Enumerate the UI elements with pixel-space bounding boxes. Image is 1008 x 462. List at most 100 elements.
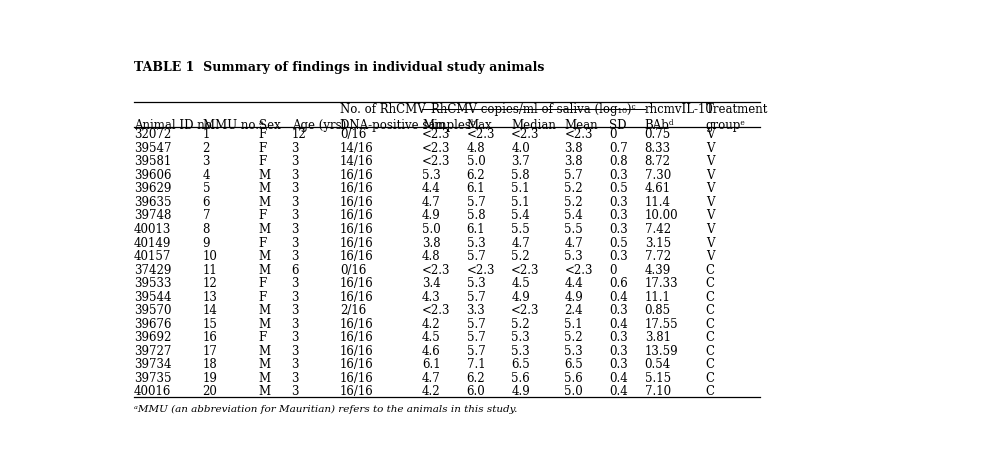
Text: 16/16: 16/16	[340, 372, 374, 385]
Text: 7.42: 7.42	[645, 223, 671, 236]
Text: 0.3: 0.3	[609, 196, 628, 209]
Text: 16/16: 16/16	[340, 277, 374, 290]
Text: BAbᵈ: BAbᵈ	[645, 120, 674, 133]
Text: C: C	[706, 317, 715, 331]
Text: 5.7: 5.7	[467, 317, 486, 331]
Text: 3: 3	[291, 385, 299, 398]
Text: 4.2: 4.2	[422, 385, 440, 398]
Text: groupᵉ: groupᵉ	[706, 120, 746, 133]
Text: 4.7: 4.7	[511, 237, 530, 249]
Text: 39570: 39570	[134, 304, 171, 317]
Text: 0.4: 0.4	[609, 385, 628, 398]
Text: 0.3: 0.3	[609, 345, 628, 358]
Text: 4.4: 4.4	[564, 277, 583, 290]
Text: <2.3: <2.3	[422, 142, 451, 155]
Text: M: M	[259, 263, 271, 277]
Text: 0.3: 0.3	[609, 169, 628, 182]
Text: 16/16: 16/16	[340, 291, 374, 304]
Text: F: F	[259, 142, 267, 155]
Text: 3: 3	[291, 142, 299, 155]
Text: 0.7: 0.7	[609, 142, 628, 155]
Text: 5.3: 5.3	[467, 277, 486, 290]
Text: SD: SD	[609, 120, 626, 133]
Text: 0.4: 0.4	[609, 317, 628, 331]
Text: 0/16: 0/16	[340, 128, 367, 141]
Text: 10.00: 10.00	[645, 209, 678, 223]
Text: 4.7: 4.7	[422, 372, 440, 385]
Text: 6.1: 6.1	[422, 358, 440, 371]
Text: M: M	[259, 250, 271, 263]
Text: TABLE 1  Summary of findings in individual study animals: TABLE 1 Summary of findings in individua…	[134, 61, 544, 74]
Text: F: F	[259, 331, 267, 344]
Text: 3.7: 3.7	[511, 155, 530, 169]
Text: 5.3: 5.3	[511, 345, 530, 358]
Text: 5.0: 5.0	[422, 223, 440, 236]
Text: 4.0: 4.0	[511, 142, 530, 155]
Text: 5.8: 5.8	[467, 209, 485, 223]
Text: V: V	[706, 250, 714, 263]
Text: 0.85: 0.85	[645, 304, 671, 317]
Text: 39676: 39676	[134, 317, 171, 331]
Text: 13.59: 13.59	[645, 345, 678, 358]
Text: 5.0: 5.0	[564, 385, 583, 398]
Text: M: M	[259, 372, 271, 385]
Text: 3: 3	[291, 317, 299, 331]
Text: 14: 14	[203, 304, 218, 317]
Text: 5.1: 5.1	[564, 317, 583, 331]
Text: 39581: 39581	[134, 155, 171, 169]
Text: 5.0: 5.0	[467, 155, 486, 169]
Text: M: M	[259, 196, 271, 209]
Text: 0: 0	[609, 128, 616, 141]
Text: 3.4: 3.4	[422, 277, 440, 290]
Text: <2.3: <2.3	[511, 304, 539, 317]
Text: <2.3: <2.3	[564, 128, 593, 141]
Text: 3: 3	[291, 291, 299, 304]
Text: 16/16: 16/16	[340, 196, 374, 209]
Text: 39629: 39629	[134, 182, 171, 195]
Text: <2.3: <2.3	[467, 128, 495, 141]
Text: F: F	[259, 209, 267, 223]
Text: 0.3: 0.3	[609, 358, 628, 371]
Text: 17.33: 17.33	[645, 277, 678, 290]
Text: F: F	[259, 291, 267, 304]
Text: Median: Median	[511, 120, 556, 133]
Text: Treatment: Treatment	[706, 103, 768, 116]
Text: 2/16: 2/16	[340, 304, 366, 317]
Text: F: F	[259, 128, 267, 141]
Text: 3: 3	[291, 196, 299, 209]
Text: 4.9: 4.9	[422, 209, 440, 223]
Text: 16/16: 16/16	[340, 209, 374, 223]
Text: <2.3: <2.3	[422, 128, 451, 141]
Text: 3: 3	[291, 358, 299, 371]
Text: <2.3: <2.3	[422, 263, 451, 277]
Text: 3: 3	[291, 155, 299, 169]
Text: Sex: Sex	[259, 120, 280, 133]
Text: 39735: 39735	[134, 372, 171, 385]
Text: rhcmvIL-10: rhcmvIL-10	[645, 103, 714, 116]
Text: 17: 17	[203, 345, 218, 358]
Text: F: F	[259, 277, 267, 290]
Text: <2.3: <2.3	[511, 263, 539, 277]
Text: 0.8: 0.8	[609, 155, 627, 169]
Text: 37429: 37429	[134, 263, 171, 277]
Text: 6.2: 6.2	[467, 372, 485, 385]
Text: 11.4: 11.4	[645, 196, 670, 209]
Text: <2.3: <2.3	[422, 304, 451, 317]
Text: 16/16: 16/16	[340, 385, 374, 398]
Text: Max: Max	[467, 120, 492, 133]
Text: 4: 4	[203, 169, 210, 182]
Text: 5.15: 5.15	[645, 372, 671, 385]
Text: 3: 3	[291, 372, 299, 385]
Text: 40157: 40157	[134, 250, 171, 263]
Text: 7.72: 7.72	[645, 250, 671, 263]
Text: 3: 3	[291, 304, 299, 317]
Text: 3: 3	[291, 169, 299, 182]
Text: Age (yrs): Age (yrs)	[291, 120, 346, 133]
Text: ᵃMMU (an abbreviation for Mauritian) refers to the animals in this study.: ᵃMMU (an abbreviation for Mauritian) ref…	[134, 404, 517, 413]
Text: 4.5: 4.5	[511, 277, 530, 290]
Text: F: F	[259, 155, 267, 169]
Text: 3: 3	[291, 237, 299, 249]
Text: 20: 20	[203, 385, 218, 398]
Text: DNA-positive samplesᵇ: DNA-positive samplesᵇ	[340, 120, 476, 133]
Text: C: C	[706, 291, 715, 304]
